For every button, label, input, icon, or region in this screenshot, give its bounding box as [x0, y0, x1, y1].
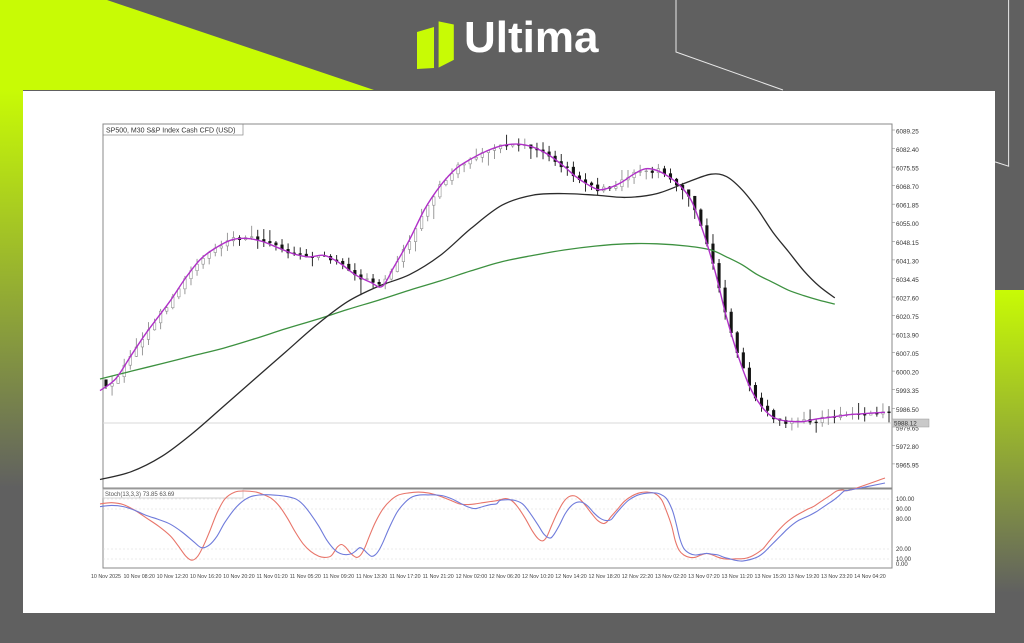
svg-text:0.00: 0.00 [896, 562, 908, 568]
svg-text:6020.75: 6020.75 [896, 314, 919, 321]
svg-text:6082.40: 6082.40 [896, 147, 919, 154]
svg-text:10 Nov 08:20: 10 Nov 08:20 [123, 574, 155, 580]
svg-text:6027.60: 6027.60 [896, 296, 919, 303]
svg-text:6000.20: 6000.20 [896, 370, 919, 377]
svg-text:11 Nov 05:20: 11 Nov 05:20 [290, 574, 321, 580]
svg-text:13 Nov 07:20: 13 Nov 07:20 [688, 574, 720, 580]
svg-text:6041.30: 6041.30 [896, 258, 919, 265]
svg-text:13 Nov 19:20: 13 Nov 19:20 [788, 574, 820, 580]
svg-text:14 Nov 04:20: 14 Nov 04:20 [854, 574, 886, 580]
svg-text:11 Nov 13:20: 11 Nov 13:20 [356, 574, 387, 580]
svg-text:12 Nov 02:00: 12 Nov 02:00 [456, 574, 488, 580]
svg-text:100.00: 100.00 [896, 497, 915, 503]
svg-text:10 Nov 16:20: 10 Nov 16:20 [190, 574, 222, 580]
svg-text:10 Nov 2025: 10 Nov 2025 [91, 574, 121, 580]
svg-text:6007.05: 6007.05 [896, 351, 919, 358]
svg-text:5972.80: 5972.80 [896, 444, 919, 451]
svg-text:80.00: 80.00 [896, 517, 912, 523]
svg-text:6055.00: 6055.00 [896, 221, 919, 228]
svg-text:90.00: 90.00 [896, 507, 912, 513]
svg-text:6068.70: 6068.70 [896, 184, 919, 191]
svg-text:5988.12: 5988.12 [894, 420, 917, 427]
svg-text:11 Nov 09:20: 11 Nov 09:20 [323, 574, 354, 580]
svg-text:6075.55: 6075.55 [896, 166, 919, 173]
svg-text:12 Nov 06:20: 12 Nov 06:20 [489, 574, 521, 580]
svg-text:13 Nov 15:20: 13 Nov 15:20 [755, 574, 787, 580]
svg-text:6013.90: 6013.90 [896, 333, 919, 340]
svg-text:11 Nov 17:20: 11 Nov 17:20 [389, 574, 420, 580]
svg-text:6048.15: 6048.15 [896, 240, 919, 247]
svg-text:5965.95: 5965.95 [896, 462, 919, 469]
svg-text:13 Nov 11:20: 13 Nov 11:20 [722, 574, 753, 580]
svg-text:12 Nov 10:20: 12 Nov 10:20 [522, 574, 554, 580]
svg-text:12 Nov 18:20: 12 Nov 18:20 [589, 574, 621, 580]
svg-text:13 Nov 02:20: 13 Nov 02:20 [655, 574, 687, 580]
svg-text:13 Nov 23:20: 13 Nov 23:20 [821, 574, 853, 580]
svg-text:12 Nov 14:20: 12 Nov 14:20 [555, 574, 587, 580]
svg-text:5986.50: 5986.50 [896, 407, 919, 414]
svg-text:SP500, M30 S&P Index Cash CFD: SP500, M30 S&P Index Cash CFD (USD) [106, 128, 235, 135]
svg-text:20.00: 20.00 [896, 547, 912, 553]
svg-text:6034.45: 6034.45 [896, 277, 919, 284]
svg-text:12 Nov 22:20: 12 Nov 22:20 [622, 574, 654, 580]
svg-text:10 Nov 20:20: 10 Nov 20:20 [223, 574, 255, 580]
svg-text:6089.25: 6089.25 [896, 129, 919, 136]
svg-text:6061.85: 6061.85 [896, 203, 919, 210]
svg-text:10 Nov 12:20: 10 Nov 12:20 [157, 574, 189, 580]
svg-text:5993.35: 5993.35 [896, 388, 919, 395]
svg-text:11 Nov 21:20: 11 Nov 21:20 [423, 574, 454, 580]
svg-text:11 Nov 01:20: 11 Nov 01:20 [257, 574, 288, 580]
svg-text:Stoch(13,3,3) 73.85 63.69: Stoch(13,3,3) 73.85 63.69 [105, 492, 175, 498]
